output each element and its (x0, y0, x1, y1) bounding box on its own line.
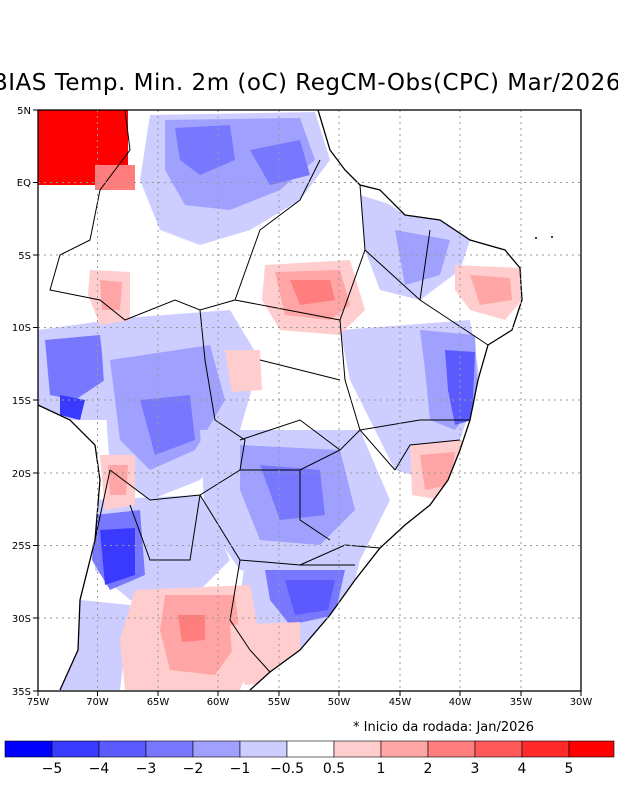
lat-label: 25S (12, 541, 31, 552)
colorbar-label: −2 (183, 761, 204, 777)
colorbar-swatch (192, 740, 241, 758)
lat-label: 15S (12, 396, 31, 407)
warm-anomaly-nw-edge (95, 165, 135, 190)
lon-label: 70W (86, 697, 109, 708)
lat-label: 30S (12, 614, 31, 625)
colorbar-label: −1 (230, 761, 251, 777)
lat-label: 35S (12, 687, 31, 698)
colorbar-label: 2 (424, 761, 433, 777)
colorbar-label: −5 (42, 761, 63, 777)
lon-label: 60W (207, 697, 230, 708)
colorbar-label: −0.5 (270, 761, 304, 777)
colorbar-swatch (98, 740, 147, 758)
lon-label: 50W (328, 697, 351, 708)
colorbar (4, 740, 615, 758)
lon-label: 65W (147, 697, 170, 708)
tick-marks (33, 109, 582, 696)
run-start-note: * Inicio da rodada: Jan/2026 (353, 720, 534, 735)
colorbar-swatch (286, 740, 335, 758)
cold-anomalies (38, 112, 480, 690)
lon-label: 75W (27, 697, 50, 708)
colorbar-swatch (380, 740, 429, 758)
colorbar-swatch (568, 740, 615, 758)
colorbar-label: 5 (565, 761, 574, 777)
lat-label: 20S (12, 469, 31, 480)
gridlines (38, 110, 581, 691)
colorbar-label: −3 (136, 761, 157, 777)
warm-anomalies (88, 260, 522, 690)
island-dot (551, 236, 553, 238)
colorbar-swatch (474, 740, 523, 758)
lat-label: EQ (17, 178, 31, 189)
colorbar-swatch (4, 740, 53, 758)
lon-label: 35W (510, 697, 533, 708)
colorbar-label: 4 (518, 761, 527, 777)
colorbar-label: 1 (377, 761, 386, 777)
borders (49, 110, 489, 673)
ocean-pacific (38, 405, 100, 691)
lon-label: 45W (389, 697, 412, 708)
colorbar-label: 3 (471, 761, 480, 777)
lat-label: 10S (12, 323, 31, 334)
colorbar-label: 0.5 (323, 761, 345, 777)
island-dot (535, 237, 537, 239)
lon-label: 30W (570, 697, 593, 708)
lon-label: 40W (449, 697, 472, 708)
colorbar-swatch (521, 740, 570, 758)
map-title: BIAS Temp. Min. 2m (oC) RegCM-Obs(CPC) M… (0, 70, 618, 96)
colorbar-label: −4 (89, 761, 110, 777)
lat-label: 5N (17, 106, 31, 117)
colorbar-swatch (145, 740, 194, 758)
colorbar-swatch (51, 740, 100, 758)
colorbar-swatch (333, 740, 382, 758)
lon-label: 55W (268, 697, 291, 708)
colorbar-swatch (427, 740, 476, 758)
colorbar-swatch (239, 740, 288, 758)
lat-label: 5S (18, 251, 31, 262)
ocean-atlantic (250, 110, 581, 691)
